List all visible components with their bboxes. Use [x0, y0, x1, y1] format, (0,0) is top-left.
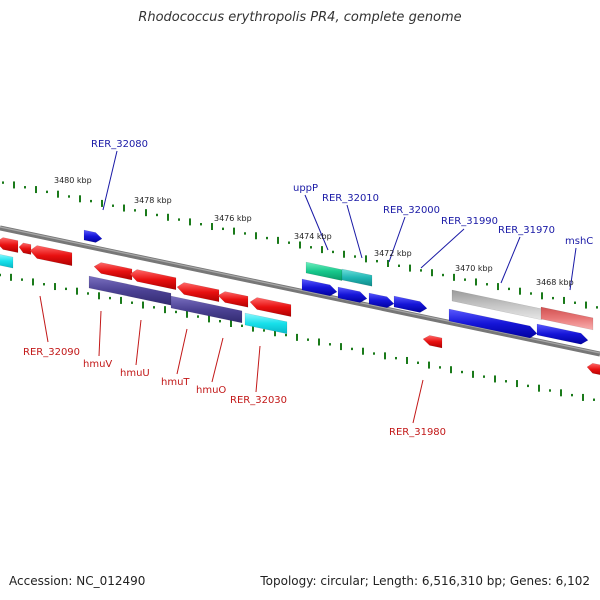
- leader-rer-32090: [39, 295, 49, 343]
- gene-arrow: [341, 268, 373, 287]
- gene-label-rer-32090: RER_32090: [23, 347, 80, 358]
- gene-arrow: [586, 362, 600, 376]
- gene-arrow: [0, 237, 19, 253]
- gene-arrow: [305, 261, 343, 281]
- leader-hmuo: [211, 337, 224, 383]
- kbp-label: 3472 kbp: [374, 249, 412, 258]
- leader-hmuu: [135, 319, 142, 366]
- gene-label-rer-31990: RER_31990: [441, 216, 498, 227]
- leader-hmut: [176, 328, 188, 375]
- gene-arrow: [422, 335, 443, 349]
- gene-label-rer-32080: RER_32080: [91, 139, 148, 150]
- map-title: Rhodococcus erythropolis PR4, complete g…: [138, 10, 462, 25]
- gene-arrow: [83, 229, 103, 243]
- gene-label-hmuv: hmuV: [83, 359, 112, 370]
- gene-label-hmuu: hmuU: [120, 368, 150, 379]
- label-leader-lines: [39, 150, 577, 424]
- gene-label-rer-31980: RER_31980: [389, 427, 446, 438]
- gene-label-hmuo: hmuO: [196, 385, 226, 396]
- gene-arrow: [368, 292, 395, 309]
- gene-label-rer-32000: RER_32000: [383, 205, 440, 216]
- leader-rer-32010: [346, 204, 363, 259]
- gene-arrow: [249, 297, 292, 317]
- kbp-label: 3474 kbp: [294, 232, 332, 241]
- gene-arrow: [337, 286, 368, 303]
- gene-label-uppp: uppP: [293, 183, 318, 194]
- gene-arrow: [451, 289, 543, 321]
- gene-label-rer-32010: RER_32010: [322, 193, 379, 204]
- gene-arrow: [244, 312, 288, 335]
- gene-label-hmut: hmuT: [161, 377, 190, 388]
- gene-arrow: [18, 242, 32, 255]
- gene-arrow: [217, 291, 249, 308]
- leader-rer-31970: [500, 236, 521, 284]
- gene-arrow: [93, 262, 133, 281]
- gene-arrow: [393, 295, 428, 313]
- gene-label-mshc: mshC: [565, 236, 593, 247]
- gene-arrow: [129, 269, 177, 291]
- kbp-label: 3478 kbp: [134, 196, 172, 205]
- gene-arrow: [536, 323, 589, 345]
- genome-backbone: [0, 225, 600, 357]
- leader-hmuv: [98, 310, 102, 357]
- accession-text: Accession: NC_012490: [9, 574, 146, 588]
- gene-arrow: [301, 278, 338, 297]
- leader-rer-32000: [388, 216, 406, 263]
- kbp-label: 3480 kbp: [54, 176, 92, 185]
- kbp-label: 3470 kbp: [455, 264, 493, 273]
- gene-features: [0, 229, 600, 376]
- leader-rer-32080: [102, 150, 118, 211]
- kbp-label: 3468 kbp: [536, 278, 574, 287]
- gene-label-rer-31970: RER_31970: [498, 225, 555, 236]
- leader-mshc: [569, 247, 577, 291]
- kbp-label: 3476 kbp: [214, 214, 252, 223]
- gene-arrow: [540, 306, 594, 331]
- gene-arrow: [176, 282, 220, 303]
- leader-rer-31990: [420, 228, 465, 269]
- gene-arrow: [170, 295, 243, 324]
- gene-arrow: [0, 254, 14, 269]
- gene-label-rer-32030: RER_32030: [230, 395, 287, 406]
- genome-backbone-highlight: [0, 226, 600, 354]
- tick-track-inner: [0, 273, 595, 401]
- leader-rer-32030: [255, 345, 261, 393]
- gene-arrow: [29, 245, 73, 267]
- leader-rer-31980: [412, 379, 424, 424]
- tick-track-outer: [2, 181, 598, 309]
- topology-text: Topology: circular; Length: 6,516,310 bp…: [260, 574, 590, 588]
- leader-uppp: [304, 194, 329, 251]
- gene-arrow: [448, 308, 538, 339]
